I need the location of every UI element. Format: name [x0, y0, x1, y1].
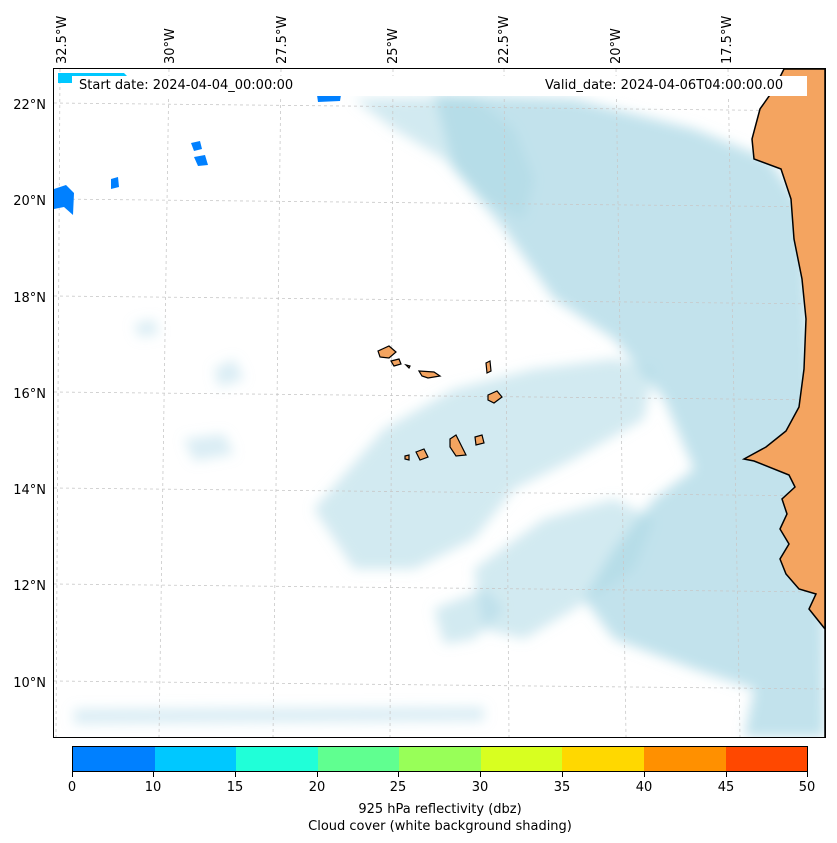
- colorbar-tick-label: 15: [226, 780, 244, 795]
- cloud-cover-layer: [74, 94, 825, 737]
- map-canvas: [54, 69, 825, 737]
- reflectivity-patch-north-1: [191, 141, 202, 151]
- africa-landmass: [741, 69, 825, 737]
- cloud-band-central: [314, 359, 654, 569]
- colorbar-subtitle: Cloud cover (white background shading): [308, 819, 572, 834]
- lat-label-14n: 14°N: [13, 483, 46, 498]
- valid-date-label: Valid_date: 2024-04-06T04:00:00.00: [545, 78, 784, 93]
- reflectivity-patch-north-3: [111, 177, 119, 189]
- colorbar-tick: [153, 772, 154, 777]
- lat-label-20n: 20°N: [13, 194, 46, 209]
- africa-coastline: [741, 69, 825, 737]
- colorbar-tick: [807, 772, 808, 777]
- lon-label-27-5w: 27.5°W: [275, 15, 290, 64]
- colorbar-tick: [480, 772, 481, 777]
- map-panel[interactable]: [53, 68, 826, 738]
- island-santiago: [449, 434, 467, 457]
- colorbar-tick-label: 45: [717, 780, 735, 795]
- reflectivity-patch-north-2: [194, 155, 208, 166]
- colorbar-tick: [562, 772, 563, 777]
- reflectivity-patch-west: [54, 185, 74, 215]
- colorbar-tick-label: 35: [553, 780, 571, 795]
- lon-label-30w: 30°W: [163, 28, 178, 64]
- lat-label-18n: 18°N: [13, 291, 46, 306]
- reflectivity-patch-top: [317, 95, 341, 102]
- island-fogo: [415, 448, 429, 461]
- island-boa-vista: [487, 390, 503, 404]
- colorbar-tick-label: 0: [67, 780, 77, 795]
- lat-label-22n: 22°N: [13, 98, 46, 113]
- cloud-mass-east: [434, 94, 825, 737]
- colorbar-tick-label: 25: [389, 780, 407, 795]
- lon-label-32-5w: 32.5°W: [55, 15, 70, 64]
- colorbar-tick: [398, 772, 399, 777]
- reflectivity-colorbar: [72, 746, 808, 772]
- island-sao-vicente: [390, 358, 402, 367]
- island-santo-antao: [377, 345, 397, 359]
- colorbar-tick: [317, 772, 318, 777]
- cloud-patches-west: [134, 319, 244, 461]
- colorbar-tick-label: 20: [308, 780, 326, 795]
- island-sao-nicolau: [417, 370, 442, 379]
- colorbar-segment-4: [399, 747, 481, 771]
- cloud-strip-bottom: [74, 707, 484, 724]
- colorbar-tick: [235, 772, 236, 777]
- cloud-patch-southwest: [434, 589, 504, 644]
- cape-verde-islands: [377, 345, 503, 461]
- colorbar-segment-0: [73, 747, 155, 771]
- colorbar-segment-8: [725, 747, 808, 771]
- colorbar-title: 925 hPa reflectivity (dbz): [358, 802, 522, 817]
- lon-label-25w: 25°W: [386, 28, 401, 64]
- colorbar-tick-label: 10: [144, 780, 162, 795]
- colorbar-tick-label: 30: [471, 780, 489, 795]
- lat-label-16n: 16°N: [13, 387, 46, 402]
- colorbar-segment-6: [562, 747, 644, 771]
- lat-label-12n: 12°N: [13, 579, 46, 594]
- colorbar-segment-3: [317, 747, 400, 771]
- lon-label-22-5w: 22.5°W: [497, 15, 512, 64]
- cloud-band-south: [474, 499, 654, 639]
- lat-label-10n: 10°N: [13, 676, 46, 691]
- date-banner: [72, 76, 807, 96]
- colorbar-tick-label: 40: [635, 780, 653, 795]
- start-date-label: Start date: 2024-04-04_00:00:00: [79, 78, 294, 93]
- cloud-mass-northeast: [354, 97, 534, 219]
- colorbar-tick: [644, 772, 645, 777]
- colorbar-tick: [72, 772, 73, 777]
- lon-label-17-5w: 17.5°W: [720, 15, 735, 64]
- island-sal: [485, 360, 492, 374]
- island-brava: [404, 454, 410, 461]
- lon-label-20w: 20°W: [609, 28, 624, 64]
- island-santa-luzia: [404, 363, 411, 370]
- colorbar-segment-5: [480, 747, 563, 771]
- island-maio: [474, 434, 485, 446]
- colorbar-tick-label: 50: [798, 780, 816, 795]
- colorbar-segment-2: [236, 747, 318, 771]
- colorbar-tick: [726, 772, 727, 777]
- colorbar-segment-7: [643, 747, 726, 771]
- graticule: [54, 69, 825, 737]
- colorbar-segment-1: [154, 747, 237, 771]
